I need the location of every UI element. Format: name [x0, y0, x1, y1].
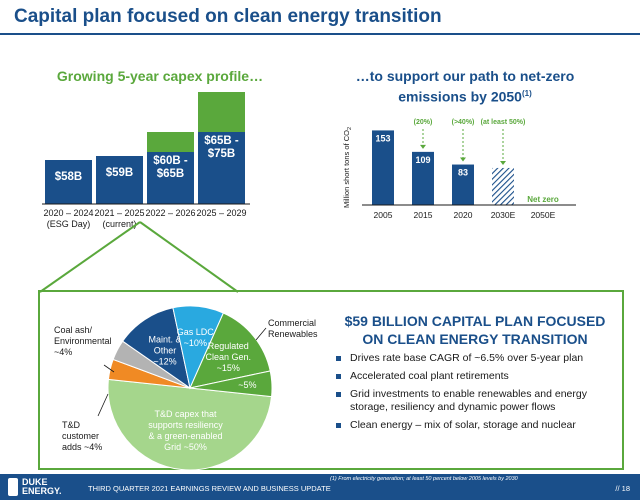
capex-category-label: 2021 – 2025: [94, 208, 144, 218]
footnote: (1) From electricity generation; at leas…: [330, 476, 518, 482]
emissions-category-label: 2015: [414, 210, 433, 220]
capital-plan-bullets: Drives rate base CAGR of ~6.5% over 5-ye…: [336, 352, 626, 437]
pie-slice: [121, 307, 191, 390]
capex-bar: [198, 132, 245, 204]
emissions-bar: [452, 164, 474, 205]
reduction-arrow-head: [460, 157, 466, 162]
pie-slice-label: ~12%: [153, 356, 176, 366]
emissions-data-label: 153: [375, 133, 390, 143]
pie-slice-label: Maint. &: [149, 334, 182, 344]
pie-slice-label: Clean Gen.: [205, 352, 251, 362]
reduction-label: (at least 50%): [481, 119, 526, 126]
capex-data-label: $58B: [55, 171, 83, 183]
emissions-title-line1: …to support our path to net-zero: [355, 68, 575, 84]
duke-energy-logo-icon: [8, 478, 18, 496]
pie-slice: [189, 370, 273, 398]
pie-slice-label: ~5%: [238, 380, 256, 390]
emissions-y-label: Million short tons of CO2: [342, 127, 353, 208]
bullet-item: Accelerated coal plant retirements: [336, 370, 626, 383]
capex-category-label: 2020 – 2024: [43, 208, 93, 218]
pie-slice-label: Grid ~50%: [164, 442, 207, 452]
capex-bar: [45, 160, 92, 204]
page-title: Capital plan focused on clean energy tra…: [14, 6, 442, 27]
connector-lines: [39, 221, 239, 293]
capex-data-label: $59B: [106, 167, 134, 179]
capex-bar-range: [147, 132, 194, 152]
capex-category-label: (current): [102, 219, 136, 229]
pie-slice: [189, 312, 271, 389]
pie-slice-label: supports resiliency: [148, 420, 223, 430]
emissions-category-label: 2050E: [531, 210, 556, 220]
capex-data-label: $65B -: [204, 135, 239, 147]
emissions-data-label: 83: [458, 168, 468, 178]
emissions-category-label: 2005: [374, 210, 393, 220]
emissions-data-label: 109: [415, 155, 430, 165]
pie-slice-label: ~10%: [184, 338, 207, 348]
capex-bar: [147, 152, 194, 204]
pie-slice-label: Gas LDC: [177, 327, 215, 337]
reduction-label: (20%): [414, 119, 433, 126]
capex-chart-title: Growing 5-year capex profile…: [56, 68, 264, 84]
capex-bar: [96, 156, 143, 204]
capex-category-label: (ESG Day): [47, 219, 91, 229]
emissions-bar: [412, 151, 434, 205]
page-number: // 18: [615, 484, 630, 493]
capital-plan-headline: $59 BILLION CAPITAL PLAN FOCUSED ON CLEA…: [344, 313, 606, 347]
pie-label-td-customer: T&D customer adds ~4%: [62, 420, 103, 452]
pie-slice-label: T&D capex that: [155, 409, 218, 419]
emissions-bar: [372, 130, 394, 205]
net-zero-label: Net zero: [527, 195, 559, 204]
footer-title: THIRD QUARTER 2021 EARNINGS REVIEW AND B…: [88, 484, 331, 493]
bullet-item: Drives rate base CAGR of ~6.5% over 5-ye…: [336, 352, 626, 365]
pie-label-commercial-renewables: Commercial Renewables: [268, 318, 318, 339]
bullet-item: Grid investments to enable renewables an…: [336, 388, 626, 414]
emissions-title-footnote-ref: (1): [521, 89, 532, 98]
pie-slice-label: Other: [154, 345, 177, 355]
duke-energy-logo: DUKE ENERGY.: [22, 477, 62, 496]
capex-data-label: $65B: [157, 168, 185, 180]
emissions-bar-chart: Million short tons of CO2 153 2005 109 2015 (…: [342, 119, 576, 220]
capex-data-label: $60B -: [153, 155, 188, 167]
pie-leader-line: [255, 327, 267, 341]
emissions-category-label: 2030E: [491, 210, 516, 220]
capex-category-label: 2025 – 2029: [196, 208, 246, 218]
emissions-bar-target: [492, 167, 514, 205]
emissions-chart-title: …to support our path to net-zero emissio…: [330, 68, 600, 106]
pie-slice-label: ~15%: [217, 363, 240, 373]
capex-bar-range: [198, 92, 245, 132]
footer-bar: [0, 474, 640, 500]
pie-leader-line: [97, 393, 109, 417]
capex-data-label: $75B: [208, 148, 236, 160]
emissions-category-label: 2020: [454, 210, 473, 220]
pie-label-coal-ash: Coal ash/ Environmental ~4%: [54, 325, 112, 357]
capital-plan-panel: [38, 290, 624, 470]
pie-slice: [107, 378, 273, 470]
emissions-title-line2: emissions by 2050: [398, 88, 522, 105]
capex-bar-chart: $58B 2020 – 2024(ESG Day) $59B 2021 – 2025(…: [42, 92, 250, 229]
pie-slice-label: Regulated: [208, 341, 249, 351]
reduction-arrow-head: [420, 144, 426, 149]
pie-leader-line: [103, 364, 115, 373]
reduction-arrow-head: [500, 160, 506, 165]
pie-slice-label: & a green-enabled: [149, 431, 223, 441]
capex-category-label: 2022 – 2026: [145, 208, 195, 218]
reduction-label: (>40%): [452, 119, 475, 126]
bullet-item: Clean energy – mix of solar, storage and…: [336, 419, 626, 432]
title-divider: [0, 33, 640, 35]
